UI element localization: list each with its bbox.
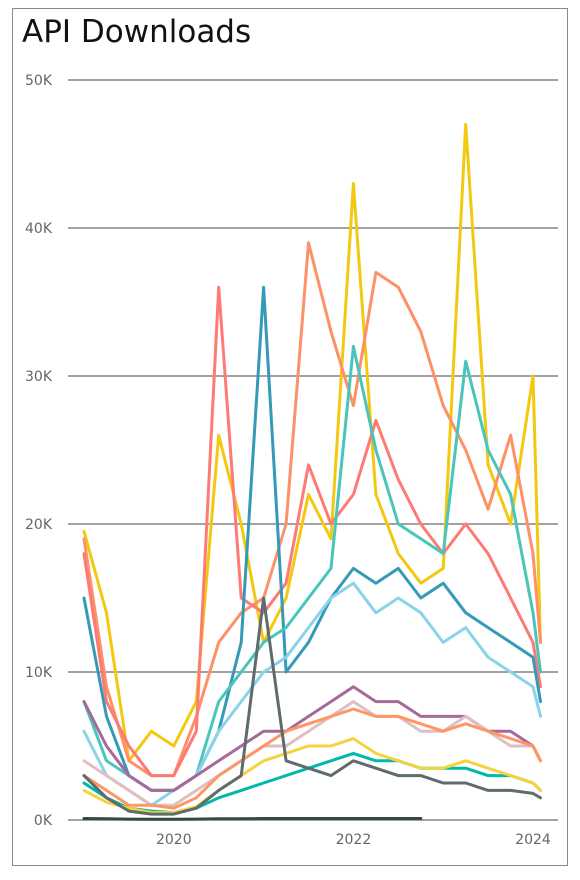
x-tick-label: 2022	[336, 832, 372, 848]
series-lines	[82, 122, 542, 821]
series-line-3	[82, 285, 542, 778]
series-line-10	[82, 707, 542, 810]
x-tick-label: 2020	[156, 832, 192, 848]
y-tick-label: 30K	[25, 369, 53, 385]
x-tick-label: 2024	[515, 832, 551, 848]
series-line-12	[82, 596, 542, 816]
series-line-1	[82, 122, 542, 763]
chart-title: API Downloads	[22, 14, 252, 50]
y-tick-label: 0K	[34, 813, 53, 829]
series-line-13	[82, 817, 423, 821]
y-tick-label: 10K	[25, 665, 53, 681]
y-axis-ticks: 0K 10K 20K 30K 40K 50K	[25, 73, 53, 829]
y-tick-label: 50K	[25, 73, 53, 89]
x-axis-ticks: 2020 2022 2024	[156, 832, 551, 848]
y-tick-label: 40K	[25, 221, 53, 237]
series-line-6	[82, 581, 542, 807]
y-tick-label: 20K	[25, 517, 53, 533]
series-line-2	[82, 241, 542, 778]
y-gridlines	[68, 79, 558, 821]
